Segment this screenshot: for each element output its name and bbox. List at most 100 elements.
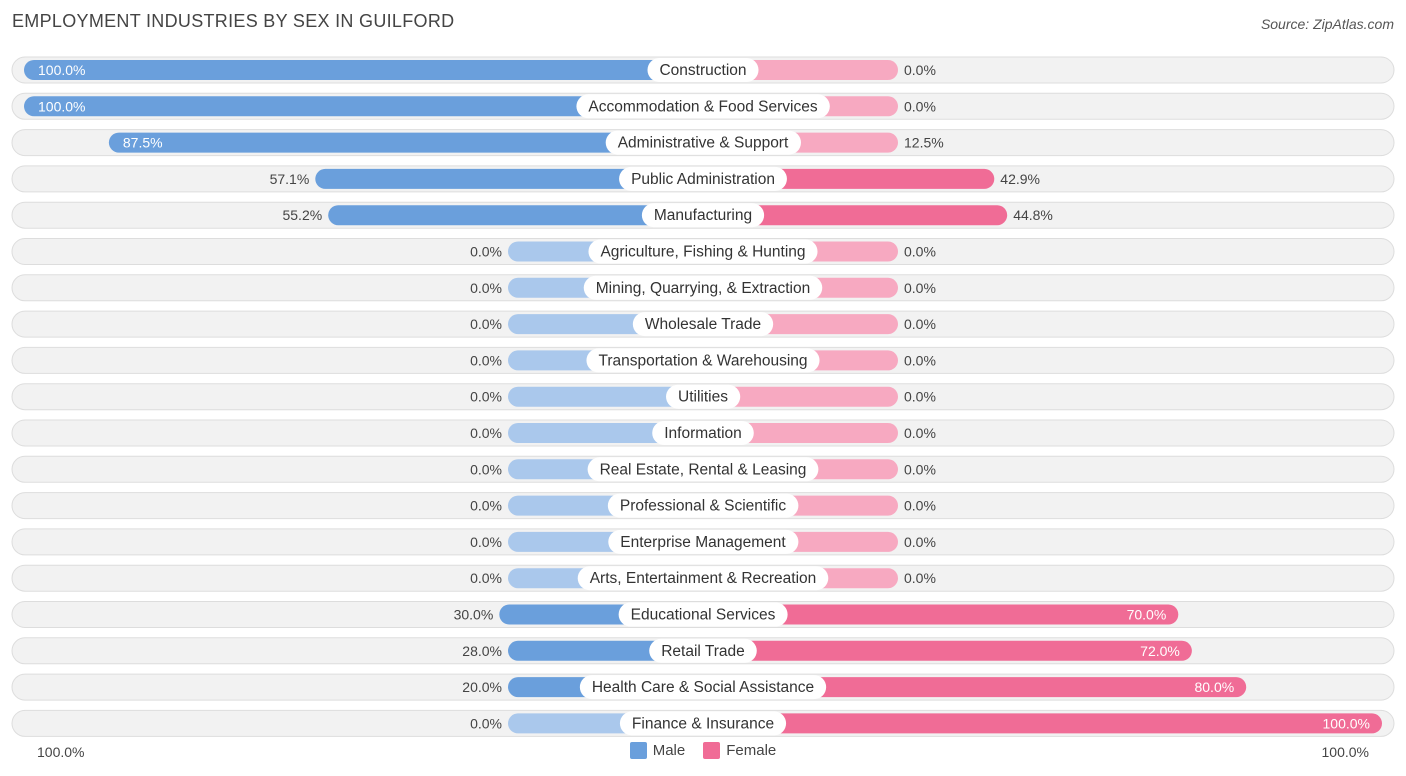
value-label-male: 55.2% <box>282 207 322 223</box>
bar-male <box>24 96 703 117</box>
value-label-female: 100.0% <box>1323 715 1370 731</box>
category-label: Administrative & Support <box>618 135 789 152</box>
value-label-male: 57.1% <box>270 171 310 187</box>
value-label-female: 0.0% <box>904 244 936 260</box>
category-label-pill <box>641 203 765 228</box>
category-label: Finance & Insurance <box>632 715 774 732</box>
bar-female <box>703 205 1008 226</box>
value-label-male: 0.0% <box>470 244 502 260</box>
bar-male <box>24 60 703 80</box>
category-label-pill <box>605 130 801 155</box>
bar-female <box>703 604 1179 625</box>
legend-swatch-female <box>703 742 721 759</box>
bar-row: Construction 100.0% 0.0% <box>11 56 1395 84</box>
value-label-female: 72.0% <box>1140 643 1180 659</box>
value-label-male: 0.0% <box>470 498 502 514</box>
value-label-female: 0.0% <box>904 280 936 296</box>
bar-male <box>328 205 703 226</box>
value-label-female: 0.0% <box>904 98 936 114</box>
value-label-male: 0.0% <box>470 425 502 441</box>
bar-row: Administrative & Support 87.5% 12.5% <box>11 129 1395 157</box>
category-label-pill <box>583 275 823 300</box>
value-label-female: 0.0% <box>904 461 936 477</box>
category-label-pill <box>647 58 759 82</box>
value-label-female: 0.0% <box>904 425 936 441</box>
category-label-pill <box>608 529 799 554</box>
value-label-female: 0.0% <box>904 62 936 78</box>
value-label-male: 87.5% <box>123 135 163 151</box>
category-label: Health Care & Social Assistance <box>592 679 814 696</box>
value-label-male: 30.0% <box>454 607 494 623</box>
bar-female <box>703 640 1192 661</box>
bar-row: Utilities 0.0% 0.0% <box>11 383 1395 411</box>
value-label-female: 0.0% <box>904 498 936 514</box>
category-label-pill <box>577 566 829 591</box>
bar-row: Public Administration 57.1% 42.9% <box>11 165 1395 193</box>
category-label: Accommodation & Food Services <box>588 98 817 115</box>
bar-row: Educational Services 30.0% 70.0% <box>11 601 1395 628</box>
category-label: Wholesale Trade <box>645 316 761 333</box>
value-label-male: 0.0% <box>470 389 502 405</box>
category-label-pill <box>576 94 830 119</box>
value-label-male: 0.0% <box>470 461 502 477</box>
category-label: Professional & Scientific <box>620 498 787 515</box>
category-label: Utilities <box>678 389 728 406</box>
bar-male <box>508 386 703 407</box>
value-label-female: 80.0% <box>1194 679 1234 695</box>
value-label-female: 0.0% <box>904 389 936 405</box>
bar-row: Agriculture, Fishing & Hunting 0.0% 0.0% <box>11 238 1395 265</box>
legend: Male Female <box>0 742 1406 759</box>
value-label-male: 100.0% <box>38 98 85 114</box>
bar-female <box>703 386 898 407</box>
category-label-pill <box>652 421 754 445</box>
category-label-pill <box>619 711 787 736</box>
category-label-pill <box>587 457 819 482</box>
value-label-male: 0.0% <box>470 316 502 332</box>
bar-row: Arts, Entertainment & Recreation 0.0% 0.0% <box>11 564 1395 592</box>
bar-row: Mining, Quarrying, & Extraction 0.0% 0.0% <box>11 274 1395 302</box>
category-label: Educational Services <box>631 607 776 624</box>
legend-label-male: Male <box>652 742 686 759</box>
category-label: Real Estate, Rental & Leasing <box>600 461 807 478</box>
value-label-male: 0.0% <box>470 570 502 586</box>
bar-row: Retail Trade 28.0% 72.0% <box>11 637 1395 665</box>
legend-item-female: Female <box>703 742 776 759</box>
bar-row: Real Estate, Rental & Leasing 0.0% 0.0% <box>11 455 1395 483</box>
category-label: Manufacturing <box>654 207 752 224</box>
bar-male <box>315 168 703 189</box>
bar-row: Finance & Insurance 0.0% 100.0% <box>11 709 1395 737</box>
value-label-female: 12.5% <box>904 135 944 151</box>
axis-left-label: 100.0% <box>37 744 85 760</box>
category-label-pill <box>579 675 827 700</box>
category-label: Construction <box>659 62 746 79</box>
chart-title: EMPLOYMENT INDUSTRIES BY SEX IN GUILFORD <box>12 11 455 31</box>
value-label-male: 0.0% <box>470 715 502 731</box>
category-label: Mining, Quarrying, & Extraction <box>596 280 811 297</box>
value-label-female: 42.9% <box>1000 171 1040 187</box>
category-label-pill <box>618 602 788 627</box>
value-label-male: 28.0% <box>462 643 502 659</box>
bar-female <box>703 713 1382 734</box>
value-label-male: 20.0% <box>462 679 502 695</box>
value-label-female: 70.0% <box>1127 607 1167 623</box>
category-label-pill <box>607 493 799 518</box>
category-label-pill <box>588 239 818 264</box>
value-label-female: 0.0% <box>904 352 936 368</box>
category-label: Agriculture, Fishing & Hunting <box>600 244 805 261</box>
bar-row: Health Care & Social Assistance 20.0% 80.0… <box>11 673 1395 701</box>
bar-row: Wholesale Trade 0.0% 0.0% <box>11 310 1395 338</box>
chart-source: Source: ZipAtlas.com <box>1260 16 1394 32</box>
bar-row: Accommodation & Food Services 100.0% 0.0% <box>11 92 1395 120</box>
category-label: Enterprise Management <box>620 534 786 551</box>
bar-row: Enterprise Management 0.0% 0.0% <box>11 528 1395 556</box>
category-label: Arts, Entertainment & Recreation <box>590 570 817 587</box>
axis-right-label: 100.0% <box>1321 744 1369 760</box>
bar-row: Information 0.0% 0.0% <box>11 419 1395 447</box>
bar-male <box>108 132 703 153</box>
value-label-male: 0.0% <box>470 280 502 296</box>
bar-row: Manufacturing 55.2% 44.8% <box>11 201 1395 229</box>
value-label-male: 0.0% <box>470 534 502 550</box>
bar-row: Professional & Scientific 0.0% 0.0% <box>11 492 1395 520</box>
category-label-pill <box>666 384 741 409</box>
category-label-pill <box>619 166 787 191</box>
